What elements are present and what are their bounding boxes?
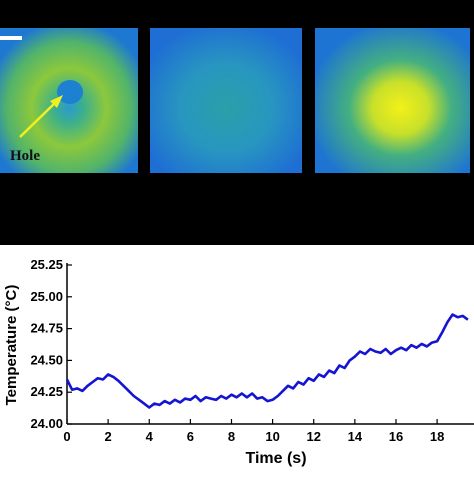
arrowhead [50, 95, 63, 108]
x-tick-label: 18 [430, 429, 444, 444]
y-tick-label: 24.25 [30, 384, 63, 399]
arrow [19, 99, 59, 138]
y-tick-label: 25.25 [30, 257, 63, 272]
x-tick-label: 2 [105, 429, 112, 444]
line-series [65, 313, 469, 409]
y-tick-label: 24.50 [30, 352, 63, 367]
x-tick-label: 14 [348, 429, 363, 444]
y-tick-label: 24.00 [30, 416, 63, 431]
x-tick-label: 4 [146, 429, 154, 444]
thermal-image [315, 28, 470, 173]
x-tick-label: 6 [187, 429, 194, 444]
x-tick-label: 16 [389, 429, 403, 444]
y-axis-label: Temperature (°C) [3, 285, 20, 406]
thermal-image [150, 28, 302, 173]
x-tick-label: 0 [63, 429, 70, 444]
y-tick-label: 25.00 [30, 289, 63, 304]
x-tick-label: 8 [228, 429, 235, 444]
hole-spot [57, 80, 83, 104]
x-tick-label: 12 [307, 429, 321, 444]
x-tick-label: 10 [265, 429, 279, 444]
x-axis-label: Time (s) [245, 450, 306, 467]
y-tick-label: 24.75 [30, 321, 63, 336]
scale-bar [0, 36, 22, 40]
annotation: Hole [10, 148, 40, 164]
